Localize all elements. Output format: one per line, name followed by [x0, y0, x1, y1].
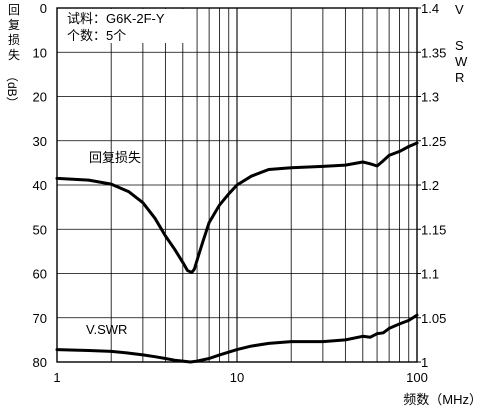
right-axis-label-char: W	[455, 54, 468, 69]
left-tick-label: 50	[33, 222, 47, 237]
right-axis-label: V SWR	[455, 2, 468, 85]
right-axis-label-char: S	[455, 38, 464, 53]
x-tick-label: 1	[53, 370, 60, 385]
x-tick-label: 10	[230, 370, 244, 385]
left-tick-label: 40	[33, 178, 47, 193]
sample-name-text: 试料：G6K-2F-Y	[67, 11, 165, 26]
left-tick-label: 60	[33, 267, 47, 282]
left-tick-label: 30	[33, 134, 47, 149]
right-axis-label-char: R	[455, 70, 464, 85]
left-axis-ticks: 0 10 20 30 40 50 60 70 80	[33, 1, 47, 370]
right-tick-label: 1.05	[421, 311, 446, 326]
series-layer	[55, 141, 419, 364]
x-axis-label: 频数（MHz）	[403, 392, 482, 407]
series-labels: 回复损失 V.SWR	[86, 150, 141, 337]
series-label: 回复损失	[89, 150, 141, 165]
right-tick-label: 1.1	[421, 267, 439, 282]
right-tick-label: 1.2	[421, 178, 439, 193]
right-axis-label-char: V	[455, 2, 464, 17]
left-axis-label-char: 复	[8, 18, 20, 32]
left-tick-label: 10	[33, 45, 47, 60]
right-tick-label: 1.35	[421, 45, 446, 60]
left-tick-label: 20	[33, 90, 47, 105]
right-tick-label: 1.4	[421, 1, 439, 16]
sample-info-box: 试料：G6K-2F-Y 个数：5个	[64, 9, 184, 43]
left-axis-label-char: 失	[8, 47, 20, 62]
series-label: V.SWR	[86, 322, 127, 337]
sample-info-background	[64, 9, 184, 43]
right-axis-ticks: 1 1.05 1.1 1.15 1.2 1.25 1.3 1.35 1.4	[417, 1, 446, 370]
right-tick-label: 1.15	[421, 222, 446, 237]
series-line-return-loss	[55, 141, 419, 275]
axis-labels: 频数（MHz） 回复损失 （dB） V SWR	[5, 2, 482, 407]
left-tick-label: 70	[33, 311, 47, 326]
left-axis-label-char: 损	[8, 33, 20, 47]
x-tick-label: 100	[406, 370, 428, 385]
left-axis-unit: （dB）	[5, 70, 19, 109]
sample-count-text: 个数：5个	[67, 28, 126, 43]
left-axis-label: 回复损失 （dB）	[5, 3, 20, 109]
left-tick-label: 0	[40, 1, 47, 16]
right-tick-label: 1	[421, 355, 428, 370]
left-axis-label-char: 回	[8, 3, 20, 17]
right-tick-label: 1.3	[421, 90, 439, 105]
left-tick-label: 80	[33, 355, 47, 370]
right-tick-label: 1.25	[421, 134, 446, 149]
x-axis-ticks: 1 10 100	[53, 370, 427, 385]
series-line-vswr	[55, 313, 419, 364]
